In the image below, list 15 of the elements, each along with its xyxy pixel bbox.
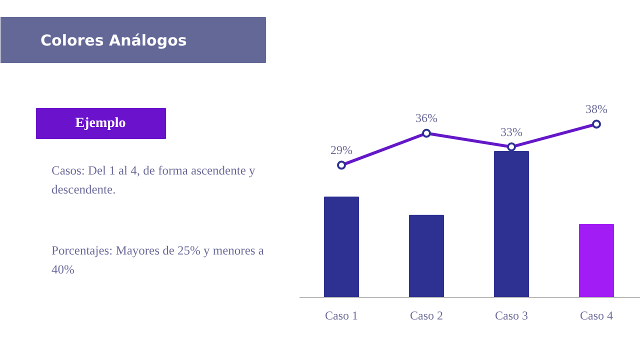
bar bbox=[409, 214, 444, 298]
x-tick-label: Caso 4 bbox=[580, 308, 613, 322]
data-label: 36% bbox=[416, 111, 438, 126]
data-label: 33% bbox=[500, 124, 522, 139]
text: Colores Análogos bbox=[40, 32, 187, 50]
text: Porcentajes: Mayores de 25% y menores a 40% bbox=[52, 244, 264, 276]
bar bbox=[579, 224, 614, 298]
bar bbox=[324, 196, 359, 298]
data-label: 38% bbox=[586, 102, 608, 116]
x-tick-label: Caso 1 bbox=[325, 308, 358, 322]
text: Ejemplo bbox=[75, 116, 126, 131]
data-label: 29% bbox=[330, 143, 352, 158]
x-tick-label: Caso 2 bbox=[410, 308, 443, 322]
text: Casos: Del 1 al 4, de forma ascendente y descendente. bbox=[52, 164, 256, 196]
x-tick-label: Caso 3 bbox=[495, 308, 528, 322]
